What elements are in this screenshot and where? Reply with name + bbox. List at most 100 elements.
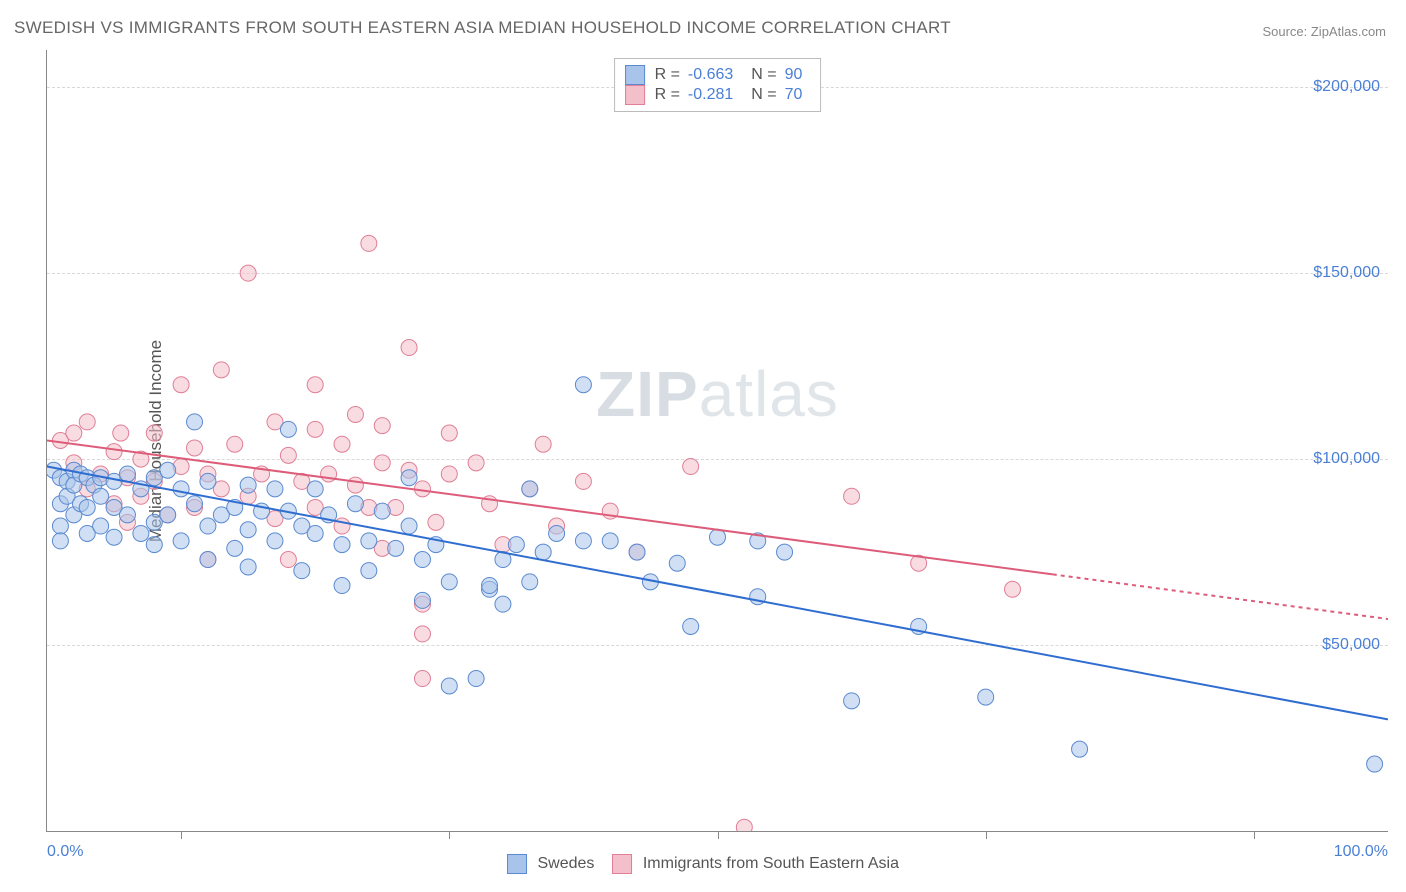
- stats-n-value-pink: 70: [785, 86, 803, 104]
- data-point-blue: [280, 421, 296, 437]
- data-point-pink: [227, 436, 243, 452]
- chart-plot-area: Median Household Income ZIPatlas R = -0.…: [46, 50, 1388, 832]
- data-point-pink: [844, 488, 860, 504]
- stats-row-blue: R = -0.663 N = 90: [625, 65, 811, 85]
- stats-n-value-blue: 90: [785, 66, 803, 84]
- data-point-pink: [113, 425, 129, 441]
- data-point-blue: [710, 529, 726, 545]
- correlation-stats-legend: R = -0.663 N = 90 R = -0.281 N = 70: [614, 58, 822, 112]
- stats-r-label: R =: [655, 86, 680, 104]
- stats-n-label: N =: [751, 86, 776, 104]
- data-point-blue: [482, 578, 498, 594]
- data-point-blue: [602, 533, 618, 549]
- data-point-blue: [535, 544, 551, 560]
- data-point-blue: [575, 377, 591, 393]
- trend-line-pink-extrapolated: [1053, 574, 1388, 619]
- data-point-blue: [669, 555, 685, 571]
- data-point-blue: [267, 533, 283, 549]
- data-point-blue: [522, 481, 538, 497]
- data-point-blue: [294, 563, 310, 579]
- data-point-pink: [468, 455, 484, 471]
- data-point-pink: [683, 459, 699, 475]
- legend-swatch-pink: [612, 854, 632, 874]
- data-point-blue: [79, 499, 95, 515]
- data-point-pink: [441, 466, 457, 482]
- data-point-blue: [468, 671, 484, 687]
- data-point-pink: [66, 425, 82, 441]
- data-point-blue: [267, 481, 283, 497]
- data-point-pink: [535, 436, 551, 452]
- data-point-blue: [844, 693, 860, 709]
- data-point-blue: [200, 473, 216, 489]
- data-point-blue: [119, 507, 135, 523]
- data-point-pink: [79, 414, 95, 430]
- data-point-pink: [334, 436, 350, 452]
- data-point-pink: [575, 473, 591, 489]
- legend-swatch-blue: [507, 854, 527, 874]
- data-point-blue: [508, 537, 524, 553]
- data-point-blue: [388, 540, 404, 556]
- series-legend: Swedes Immigrants from South Eastern Asi…: [507, 854, 899, 874]
- data-point-blue: [307, 481, 323, 497]
- stats-row-pink: R = -0.281 N = 70: [625, 85, 811, 105]
- data-point-blue: [133, 525, 149, 541]
- data-point-pink: [213, 362, 229, 378]
- data-point-pink: [1005, 581, 1021, 597]
- data-point-blue: [683, 618, 699, 634]
- data-point-pink: [173, 377, 189, 393]
- data-point-blue: [1367, 756, 1383, 772]
- data-point-blue: [240, 477, 256, 493]
- data-point-blue: [334, 578, 350, 594]
- data-point-pink: [347, 477, 363, 493]
- data-point-blue: [93, 518, 109, 534]
- data-point-blue: [414, 592, 430, 608]
- data-point-blue: [1072, 741, 1088, 757]
- data-point-blue: [227, 540, 243, 556]
- data-point-blue: [414, 552, 430, 568]
- data-point-pink: [187, 440, 203, 456]
- data-point-blue: [361, 533, 377, 549]
- data-point-blue: [119, 466, 135, 482]
- data-point-blue: [106, 529, 122, 545]
- stats-swatch-pink: [625, 85, 645, 105]
- x-tick: [718, 831, 719, 839]
- data-point-pink: [374, 455, 390, 471]
- stats-r-label: R =: [655, 66, 680, 84]
- data-point-blue: [173, 481, 189, 497]
- stats-swatch-blue: [625, 65, 645, 85]
- x-axis-min-label: 0.0%: [47, 843, 83, 861]
- data-point-blue: [173, 533, 189, 549]
- stats-r-value-blue: -0.663: [688, 66, 733, 84]
- data-point-pink: [736, 819, 752, 831]
- data-point-blue: [361, 563, 377, 579]
- legend-item-pink: Immigrants from South Eastern Asia: [612, 854, 899, 874]
- data-point-blue: [575, 533, 591, 549]
- data-point-blue: [629, 544, 645, 560]
- x-tick: [181, 831, 182, 839]
- data-point-blue: [334, 537, 350, 553]
- scatter-svg: [47, 50, 1388, 831]
- data-point-blue: [347, 496, 363, 512]
- data-point-pink: [441, 425, 457, 441]
- data-point-pink: [240, 265, 256, 281]
- x-axis-max-label: 100.0%: [1334, 843, 1388, 861]
- data-point-blue: [187, 414, 203, 430]
- source-attribution: Source: ZipAtlas.com: [1262, 24, 1386, 39]
- data-point-blue: [200, 552, 216, 568]
- x-tick: [449, 831, 450, 839]
- data-point-blue: [52, 518, 68, 534]
- trend-line-blue: [47, 467, 1388, 720]
- data-point-blue: [240, 559, 256, 575]
- data-point-pink: [414, 671, 430, 687]
- data-point-blue: [401, 470, 417, 486]
- data-point-blue: [777, 544, 793, 560]
- data-point-pink: [361, 235, 377, 251]
- legend-label-blue: Swedes: [537, 855, 594, 872]
- data-point-pink: [106, 444, 122, 460]
- data-point-blue: [160, 462, 176, 478]
- data-point-pink: [146, 425, 162, 441]
- data-point-blue: [522, 574, 538, 590]
- data-point-blue: [549, 525, 565, 541]
- data-point-blue: [93, 488, 109, 504]
- data-point-pink: [428, 514, 444, 530]
